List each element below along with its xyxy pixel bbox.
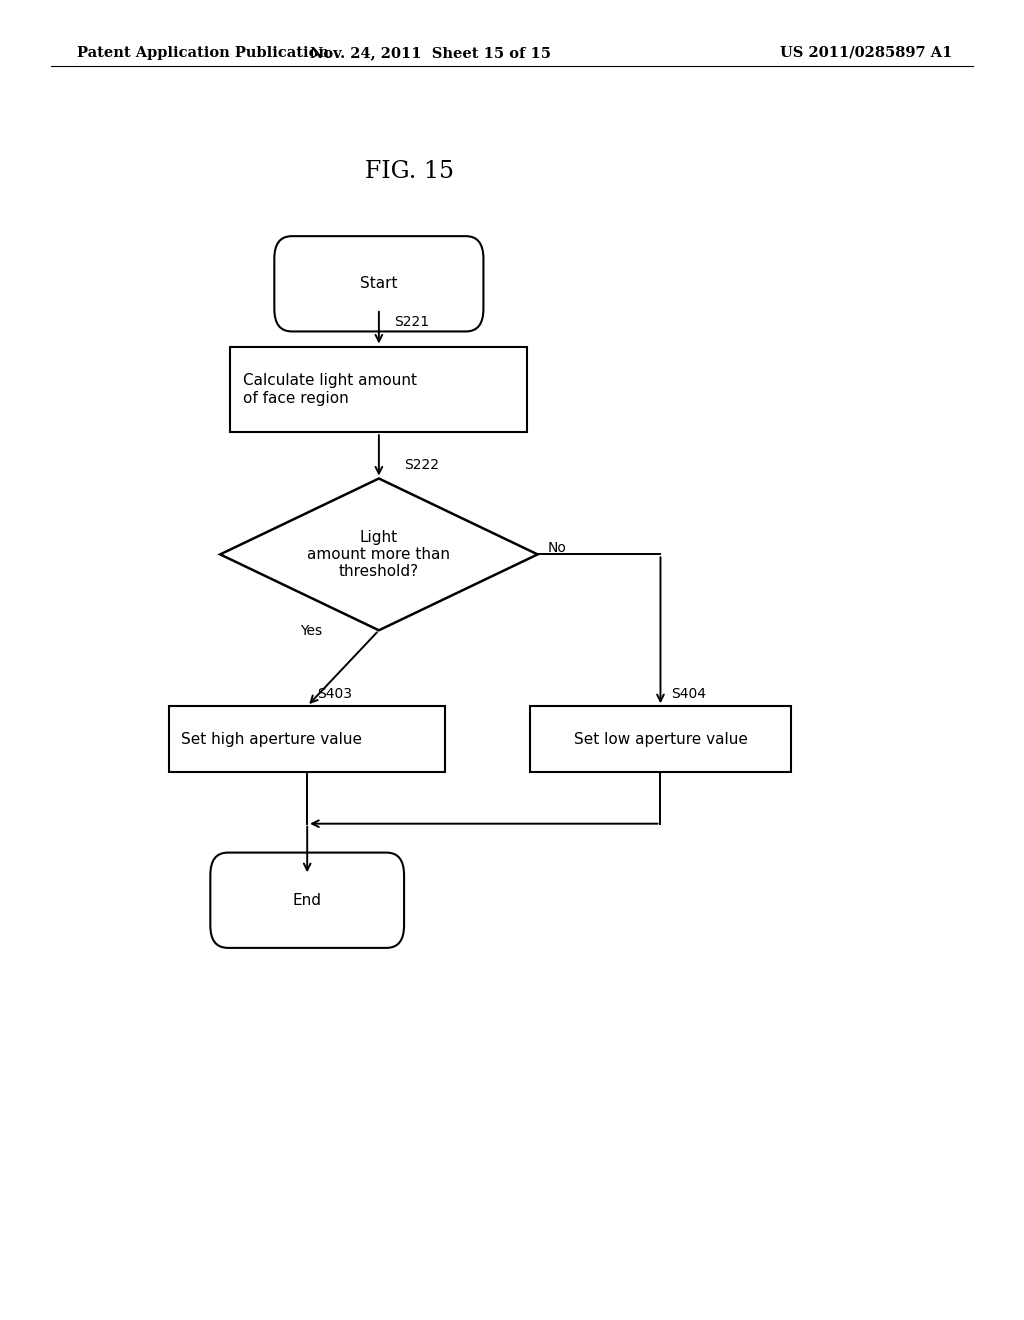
Text: Light
amount more than
threshold?: Light amount more than threshold? [307, 529, 451, 579]
Text: End: End [293, 892, 322, 908]
Text: S222: S222 [404, 458, 439, 473]
FancyBboxPatch shape [274, 236, 483, 331]
Bar [530, 706, 792, 772]
FancyBboxPatch shape [210, 853, 404, 948]
Text: Patent Application Publication: Patent Application Publication [77, 46, 329, 59]
Bar [230, 346, 527, 433]
Text: Yes: Yes [300, 624, 323, 638]
Text: Nov. 24, 2011  Sheet 15 of 15: Nov. 24, 2011 Sheet 15 of 15 [309, 46, 551, 59]
Text: S404: S404 [671, 686, 706, 701]
Text: S403: S403 [317, 686, 352, 701]
Text: S221: S221 [394, 315, 429, 330]
Text: Start: Start [360, 276, 397, 292]
Text: Calculate light amount
of face region: Calculate light amount of face region [243, 374, 417, 405]
Text: Set low aperture value: Set low aperture value [573, 731, 748, 747]
Text: No: No [548, 541, 566, 554]
Bar [169, 706, 445, 772]
Text: US 2011/0285897 A1: US 2011/0285897 A1 [780, 46, 952, 59]
Text: FIG. 15: FIG. 15 [366, 160, 454, 183]
Polygon shape [220, 479, 538, 631]
Text: Set high aperture value: Set high aperture value [181, 731, 362, 747]
